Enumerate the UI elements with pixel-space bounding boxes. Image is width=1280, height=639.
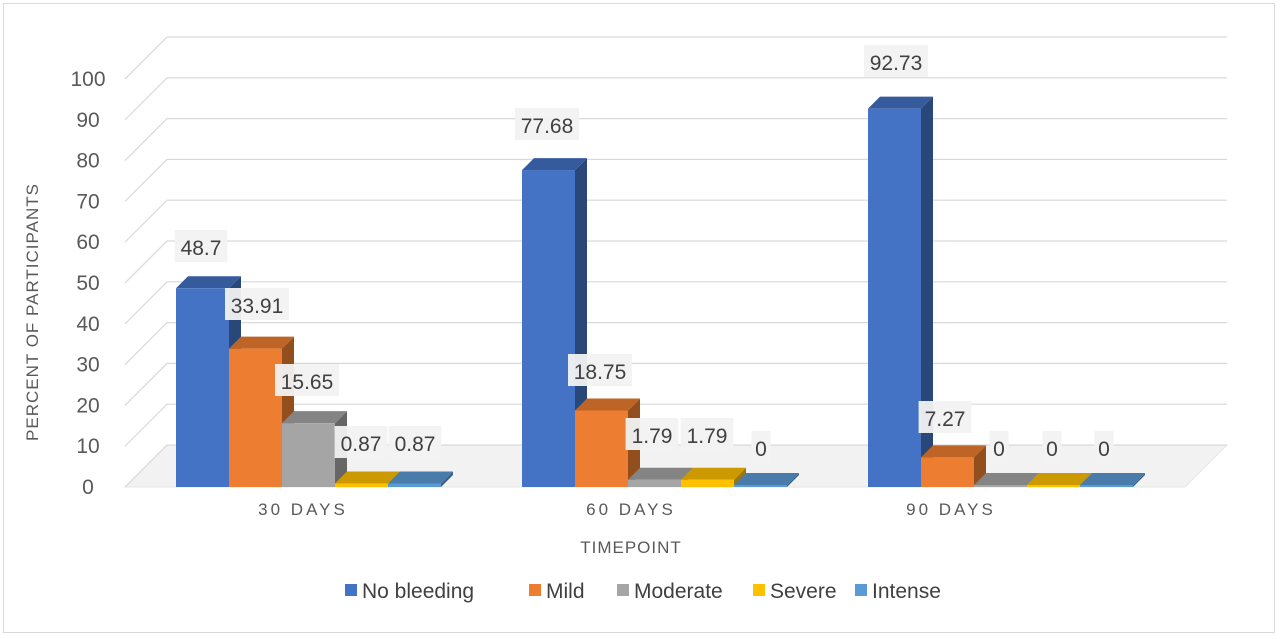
bar-moderate-1[interactable] xyxy=(628,479,681,487)
data-label: 0 xyxy=(993,438,1005,461)
bar-moderate-2[interactable] xyxy=(974,485,1027,487)
y-tick-label: 70 xyxy=(76,190,99,213)
gridline xyxy=(124,158,1227,202)
bar-mild-2[interactable] xyxy=(921,457,974,487)
gridline xyxy=(124,281,1227,325)
bar-mild-1[interactable] xyxy=(575,410,628,488)
y-tick-label: 10 xyxy=(76,435,99,458)
data-label-bg xyxy=(989,431,1009,463)
data-label-bg xyxy=(388,426,442,458)
data-label: 1.79 xyxy=(687,425,728,448)
x-category-label: 90 DAYS xyxy=(906,500,996,519)
data-label: 0 xyxy=(1046,438,1058,461)
bar-top xyxy=(1080,473,1145,485)
legend-swatch-mild xyxy=(529,584,541,596)
bar-top xyxy=(681,467,746,480)
data-label: 77.68 xyxy=(521,115,574,138)
bar-no-bleeding-2[interactable] xyxy=(868,108,921,488)
y-tick-label: 50 xyxy=(76,272,99,295)
bar-top xyxy=(522,158,587,171)
data-label-bg xyxy=(334,426,388,458)
data-label: 48.7 xyxy=(181,237,222,260)
bar-top xyxy=(176,276,241,289)
legend-entry[interactable]: Intense xyxy=(872,580,941,603)
bar-no-bleeding-0[interactable] xyxy=(176,288,229,487)
y-tick-label: 0 xyxy=(82,476,94,499)
bar-top xyxy=(974,473,1039,485)
data-label: 0.87 xyxy=(341,433,382,456)
data-label-bg xyxy=(625,418,679,450)
data-label-bg xyxy=(680,418,734,450)
data-label-bg xyxy=(275,364,339,396)
bar-side xyxy=(1133,473,1145,487)
legend-swatch-severe xyxy=(753,584,765,596)
bar-top xyxy=(388,471,453,484)
gridline xyxy=(124,77,1227,121)
y-tick-label: 30 xyxy=(76,354,99,377)
bar-intense-0[interactable] xyxy=(388,483,441,487)
x-category-label: 30 DAYS xyxy=(258,500,348,519)
bar-severe-2[interactable] xyxy=(1027,485,1080,487)
y-tick-label: 40 xyxy=(76,313,99,336)
data-label-bg xyxy=(568,354,632,386)
y-tick-label: 80 xyxy=(76,150,99,173)
legend-swatch-intense xyxy=(855,584,867,596)
legend-swatch-moderate xyxy=(617,584,629,596)
bar-top xyxy=(734,473,799,485)
bar-top xyxy=(1027,473,1092,485)
legend-entry[interactable]: Mild xyxy=(546,580,585,603)
y-tick-label: 100 xyxy=(70,68,105,91)
bar-mild-0[interactable] xyxy=(229,348,282,487)
gridline xyxy=(124,240,1227,284)
bar-top xyxy=(921,445,986,458)
data-label: 0 xyxy=(1098,438,1110,461)
x-axis-title: TIMEPOINT xyxy=(580,538,682,557)
data-label-bg xyxy=(1094,431,1114,463)
bar-severe-0[interactable] xyxy=(335,483,388,487)
data-label: 7.27 xyxy=(925,408,966,431)
legend-entry[interactable]: Severe xyxy=(770,580,837,603)
bar-side xyxy=(787,473,799,487)
legend-entry[interactable]: Moderate xyxy=(634,580,723,603)
bar-top xyxy=(335,471,400,484)
bar-no-bleeding-1[interactable] xyxy=(522,170,575,487)
legend-swatch-no-bleeding xyxy=(345,584,357,596)
data-label: 92.73 xyxy=(870,52,923,75)
gridline xyxy=(124,199,1227,243)
x-category-label: 60 DAYS xyxy=(586,500,676,519)
chart-frame xyxy=(3,3,1275,633)
data-label-bg xyxy=(751,431,771,463)
data-label-bg xyxy=(864,45,928,77)
data-label: 15.65 xyxy=(281,371,334,394)
bar-top xyxy=(575,398,640,411)
data-label-bg xyxy=(1042,431,1062,463)
data-label-bg xyxy=(174,230,228,262)
data-label: 33.91 xyxy=(231,295,284,318)
y-tick-label: 60 xyxy=(76,231,99,254)
bar-top xyxy=(868,96,933,109)
data-label: 0 xyxy=(755,438,767,461)
bar-top xyxy=(282,411,347,424)
data-label-bg xyxy=(225,288,289,320)
bar-side xyxy=(441,471,453,487)
bar-severe-1[interactable] xyxy=(681,479,734,487)
bar-top xyxy=(229,336,294,349)
data-label-bg xyxy=(918,401,972,433)
y-axis-title: PERCENT OF PARTICIPANTS xyxy=(23,183,42,441)
data-label: 18.75 xyxy=(574,361,627,384)
legend-entry[interactable]: No bleeding xyxy=(362,580,474,603)
y-tick-label: 90 xyxy=(76,109,99,132)
gridline xyxy=(124,117,1227,162)
bar-moderate-0[interactable] xyxy=(282,423,335,487)
bar-side xyxy=(921,96,933,488)
bar-intense-2[interactable] xyxy=(1080,485,1133,487)
data-label: 1.79 xyxy=(632,425,673,448)
data-label: 0.87 xyxy=(395,433,436,456)
y-tick-label: 20 xyxy=(76,394,99,417)
bar-intense-1[interactable] xyxy=(734,485,787,487)
gridline xyxy=(124,36,1227,80)
bar-top xyxy=(628,467,693,480)
data-label-bg xyxy=(515,108,579,140)
